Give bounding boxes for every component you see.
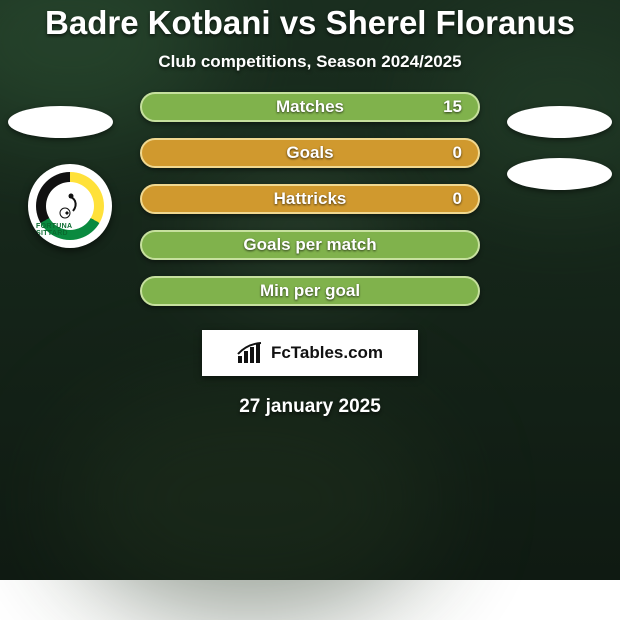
stat-bar-value: 15 <box>443 97 462 117</box>
club-crest: FORTUNA SITTARD <box>28 164 112 248</box>
page-title: Badre Kotbani vs Sherel Floranus <box>0 0 620 42</box>
club-crest-label: FORTUNA SITTARD <box>36 172 104 240</box>
stat-bar-label: Min per goal <box>142 281 478 301</box>
stat-bar-value: 0 <box>453 189 462 209</box>
player-right-slot <box>507 106 612 138</box>
subtitle: Club competitions, Season 2024/2025 <box>0 52 620 72</box>
stat-bar: Hattricks0 <box>140 184 480 214</box>
player-left-slot <box>8 106 113 138</box>
date-label: 27 january 2025 <box>0 396 620 418</box>
stat-bar: Goals0 <box>140 138 480 168</box>
stat-bar-label: Goals <box>142 143 478 163</box>
stat-bar-label: Hattricks <box>142 189 478 209</box>
stat-bar: Goals per match <box>140 230 480 260</box>
player-right-slot-2 <box>507 158 612 190</box>
brand-chart-icon <box>237 342 263 364</box>
stat-bars: Matches15Goals0Hattricks0Goals per match… <box>140 92 480 322</box>
club-crest-ring: FORTUNA SITTARD <box>36 172 104 240</box>
stat-bar-label: Matches <box>142 97 478 117</box>
brand-box: FcTables.com <box>202 330 418 376</box>
stat-bar: Matches15 <box>140 92 480 122</box>
stat-bar-value: 0 <box>453 143 462 163</box>
brand-label: FcTables.com <box>271 343 383 363</box>
stat-bar-label: Goals per match <box>142 235 478 255</box>
stat-bar: Min per goal <box>140 276 480 306</box>
